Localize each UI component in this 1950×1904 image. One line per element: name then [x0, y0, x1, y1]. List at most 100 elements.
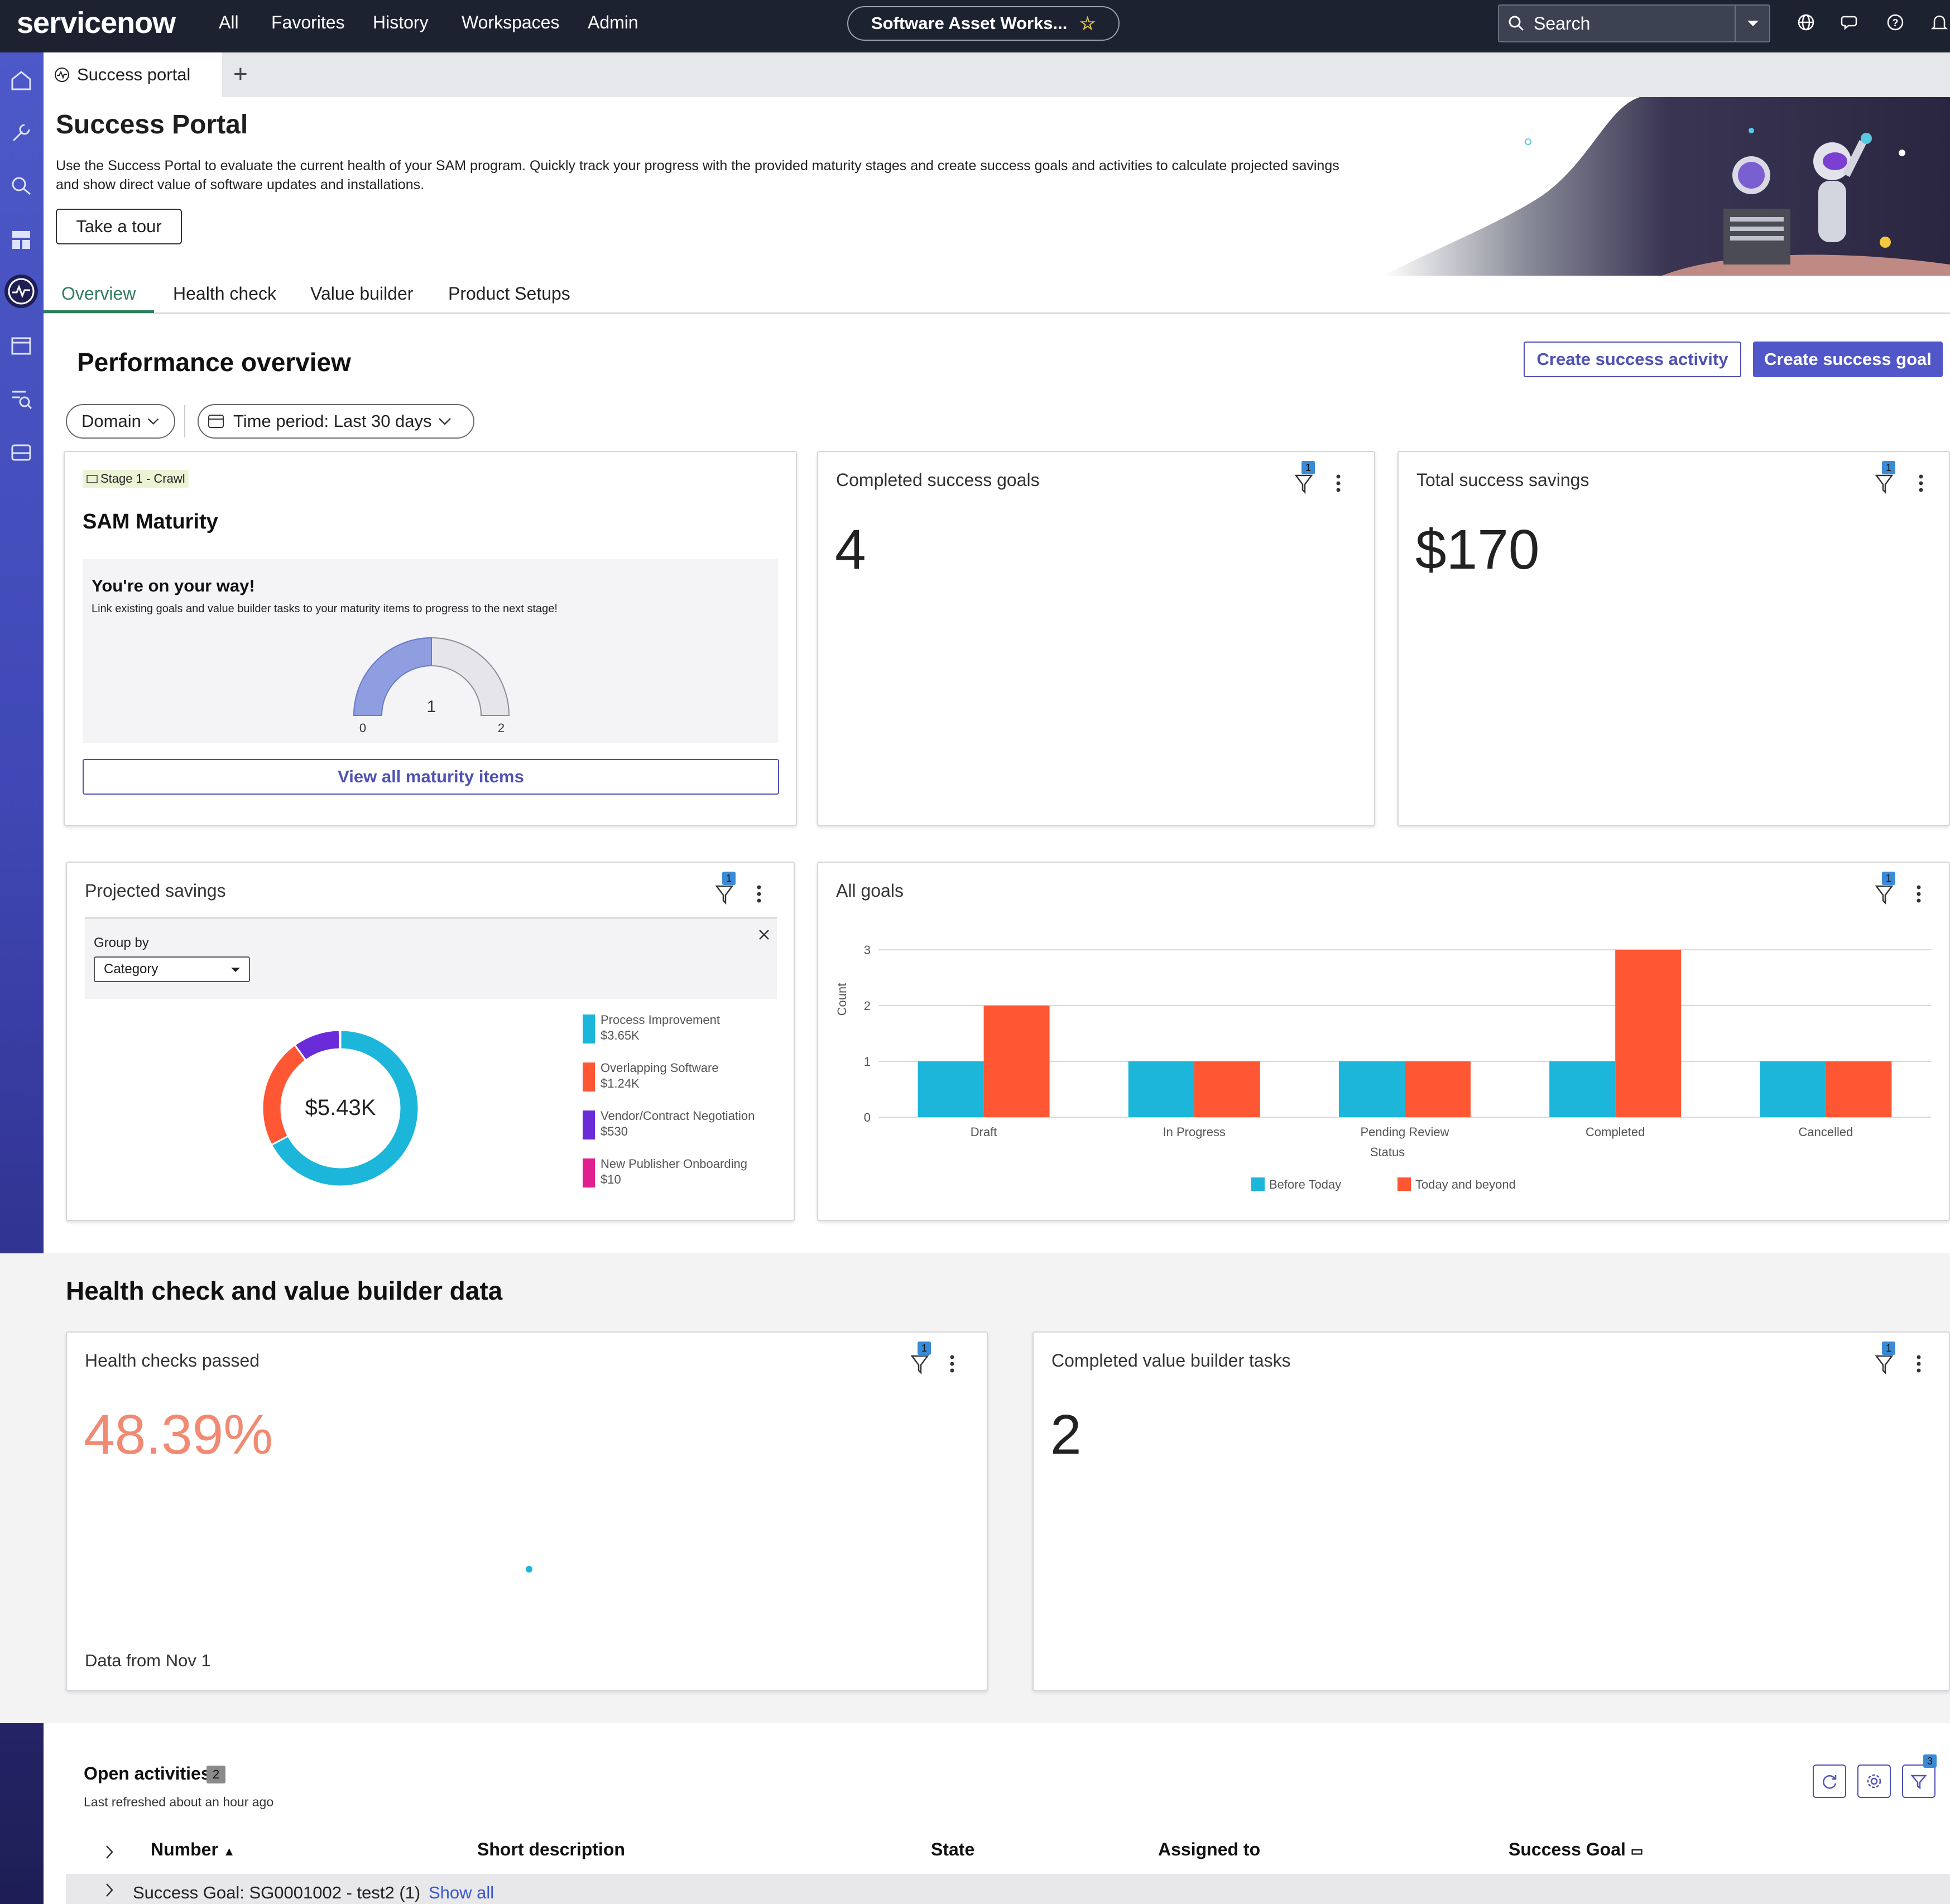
performance-overview-title: Performance overview	[77, 348, 351, 377]
show-all-link[interactable]: Show all	[429, 1883, 494, 1902]
legend-before-today[interactable]: Before Today	[1269, 1177, 1341, 1191]
column-header-state[interactable]: State	[931, 1839, 975, 1859]
search-history-icon[interactable]	[4, 170, 38, 203]
donut-slice[interactable]	[261, 1044, 308, 1146]
chevron-right-icon[interactable]	[104, 1882, 115, 1898]
tab-product-setups[interactable]: Product Setups	[448, 283, 570, 304]
bar-before-today[interactable]	[1128, 1061, 1194, 1117]
column-header-success-goal[interactable]: Success Goal ▭	[1509, 1839, 1643, 1860]
filter-icon[interactable]	[1874, 882, 1896, 906]
more-options-icon[interactable]	[756, 884, 762, 904]
donut-slice[interactable]	[270, 1029, 420, 1187]
filter-count-badge: 1	[1882, 1342, 1895, 1355]
inbox-icon[interactable]	[4, 435, 38, 469]
caret-down-icon	[231, 968, 240, 972]
bar-before-today[interactable]	[1760, 1061, 1826, 1117]
domain-filter[interactable]: Domain	[66, 404, 175, 439]
more-options-icon[interactable]	[1915, 884, 1922, 904]
column-header-short-description[interactable]: Short description	[477, 1839, 625, 1859]
card-title: Projected savings	[85, 881, 226, 901]
create-success-goal-button[interactable]: Create success goal	[1753, 342, 1943, 377]
projected-savings-card: Projected savings 1 Group by Category $5…	[66, 862, 795, 1221]
stage-label: Stage 1 - Crawl	[100, 472, 185, 485]
tab-health-check[interactable]: Health check	[173, 283, 276, 304]
time-period-label: Time period: Last 30 days	[233, 411, 432, 431]
bar-before-today[interactable]	[1339, 1061, 1405, 1117]
take-a-tour-button[interactable]: Take a tour	[56, 209, 182, 244]
home-icon[interactable]	[4, 64, 38, 97]
bar-before-today[interactable]	[1549, 1061, 1616, 1117]
more-options-icon[interactable]	[1915, 1354, 1922, 1374]
globe-icon[interactable]	[1795, 11, 1817, 33]
bar-today-and-beyond[interactable]	[1405, 1061, 1471, 1117]
x-tick-label: Pending Review	[1361, 1125, 1449, 1139]
y-tick-label: 3	[864, 943, 871, 957]
filter-icon[interactable]	[1874, 471, 1896, 496]
star-icon[interactable]: ☆	[1079, 13, 1096, 33]
legend-item: Process Improvement $3.65K	[583, 1012, 784, 1046]
tab-overview[interactable]: Overview	[61, 283, 136, 304]
nav-admin[interactable]: Admin	[588, 12, 638, 32]
wrench-icon[interactable]	[4, 116, 38, 150]
column-header-label: Success Goal	[1509, 1839, 1626, 1859]
settings-button[interactable]	[1857, 1764, 1891, 1798]
group-by-select[interactable]: Category	[94, 956, 250, 982]
more-options-icon[interactable]	[1918, 473, 1924, 493]
filter-icon[interactable]	[1874, 1352, 1896, 1376]
success-portal-icon[interactable]	[4, 275, 38, 308]
bar-today-and-beyond[interactable]	[1826, 1061, 1892, 1117]
nav-all[interactable]: All	[219, 12, 239, 32]
legend-swatch-before-today	[1251, 1177, 1265, 1191]
bar-today-and-beyond[interactable]	[983, 1006, 1050, 1117]
filter-icon[interactable]	[1294, 471, 1316, 496]
search-input[interactable]: Search	[1498, 4, 1770, 42]
add-tab-button[interactable]: +	[233, 60, 248, 88]
y-axis-label: Count	[835, 983, 849, 1016]
nav-history[interactable]: History	[373, 12, 429, 32]
group-row[interactable]: Success Goal: SG0001002 - test2 (1) Show…	[66, 1874, 1950, 1904]
time-period-filter[interactable]: Time period: Last 30 days	[198, 404, 474, 439]
column-header-assigned-to[interactable]: Assigned to	[1158, 1839, 1261, 1859]
donut-slice[interactable]	[338, 1029, 342, 1050]
expand-all-chevron-icon[interactable]	[104, 1844, 115, 1860]
list-search-icon[interactable]	[4, 382, 38, 415]
close-icon[interactable]	[758, 929, 770, 941]
activities-count-badge: 2	[206, 1766, 225, 1783]
open-activities-title: Open activities	[84, 1763, 211, 1783]
column-header-number[interactable]: Number ▲	[151, 1839, 236, 1860]
y-tick-label: 2	[864, 999, 871, 1013]
help-icon[interactable]: ?	[1884, 11, 1906, 33]
legend-today-and-beyond[interactable]: Today and beyond	[1415, 1177, 1516, 1191]
tab-label: Success portal	[77, 65, 191, 84]
bar-before-today[interactable]	[918, 1061, 984, 1117]
dashboard-icon[interactable]	[4, 223, 38, 257]
maturity-title: SAM Maturity	[83, 510, 218, 533]
stage-badge: Stage 1 - Crawl	[83, 470, 189, 488]
filter-button[interactable]	[1902, 1764, 1935, 1798]
refresh-button[interactable]	[1813, 1764, 1846, 1798]
legend-value: $3.65K	[601, 1028, 640, 1042]
more-options-icon[interactable]	[1335, 473, 1342, 493]
notifications-icon[interactable]	[1929, 11, 1950, 33]
view-all-maturity-items-button[interactable]: View all maturity items	[83, 759, 779, 795]
filter-count-badge: 1	[918, 1342, 931, 1355]
chat-icon[interactable]	[1839, 11, 1862, 33]
bar-today-and-beyond[interactable]	[1615, 950, 1682, 1117]
calendar-icon[interactable]	[4, 328, 38, 362]
search-dropdown-button[interactable]	[1735, 4, 1770, 42]
page-description: Use the Success Portal to evaluate the c…	[56, 158, 1339, 193]
tab-value-builder[interactable]: Value builder	[310, 283, 414, 304]
trend-point	[526, 1566, 532, 1573]
nav-favorites[interactable]: Favorites	[271, 12, 345, 32]
page-header: Success Portal Use the Success Portal to…	[44, 97, 1950, 276]
workspace-selector[interactable]: Software Asset Works... ☆	[847, 6, 1120, 41]
completed-goals-value: 4	[835, 518, 866, 581]
more-options-icon[interactable]	[949, 1354, 955, 1374]
create-success-activity-button[interactable]: Create success activity	[1524, 342, 1741, 377]
nav-workspaces[interactable]: Workspaces	[462, 12, 560, 32]
filter-icon[interactable]	[910, 1352, 932, 1376]
filter-icon[interactable]	[714, 882, 737, 906]
servicenow-logo[interactable]: servicenow	[17, 6, 176, 40]
bar-today-and-beyond[interactable]	[1194, 1061, 1260, 1117]
tab-success-portal[interactable]: Success portal	[44, 52, 222, 97]
